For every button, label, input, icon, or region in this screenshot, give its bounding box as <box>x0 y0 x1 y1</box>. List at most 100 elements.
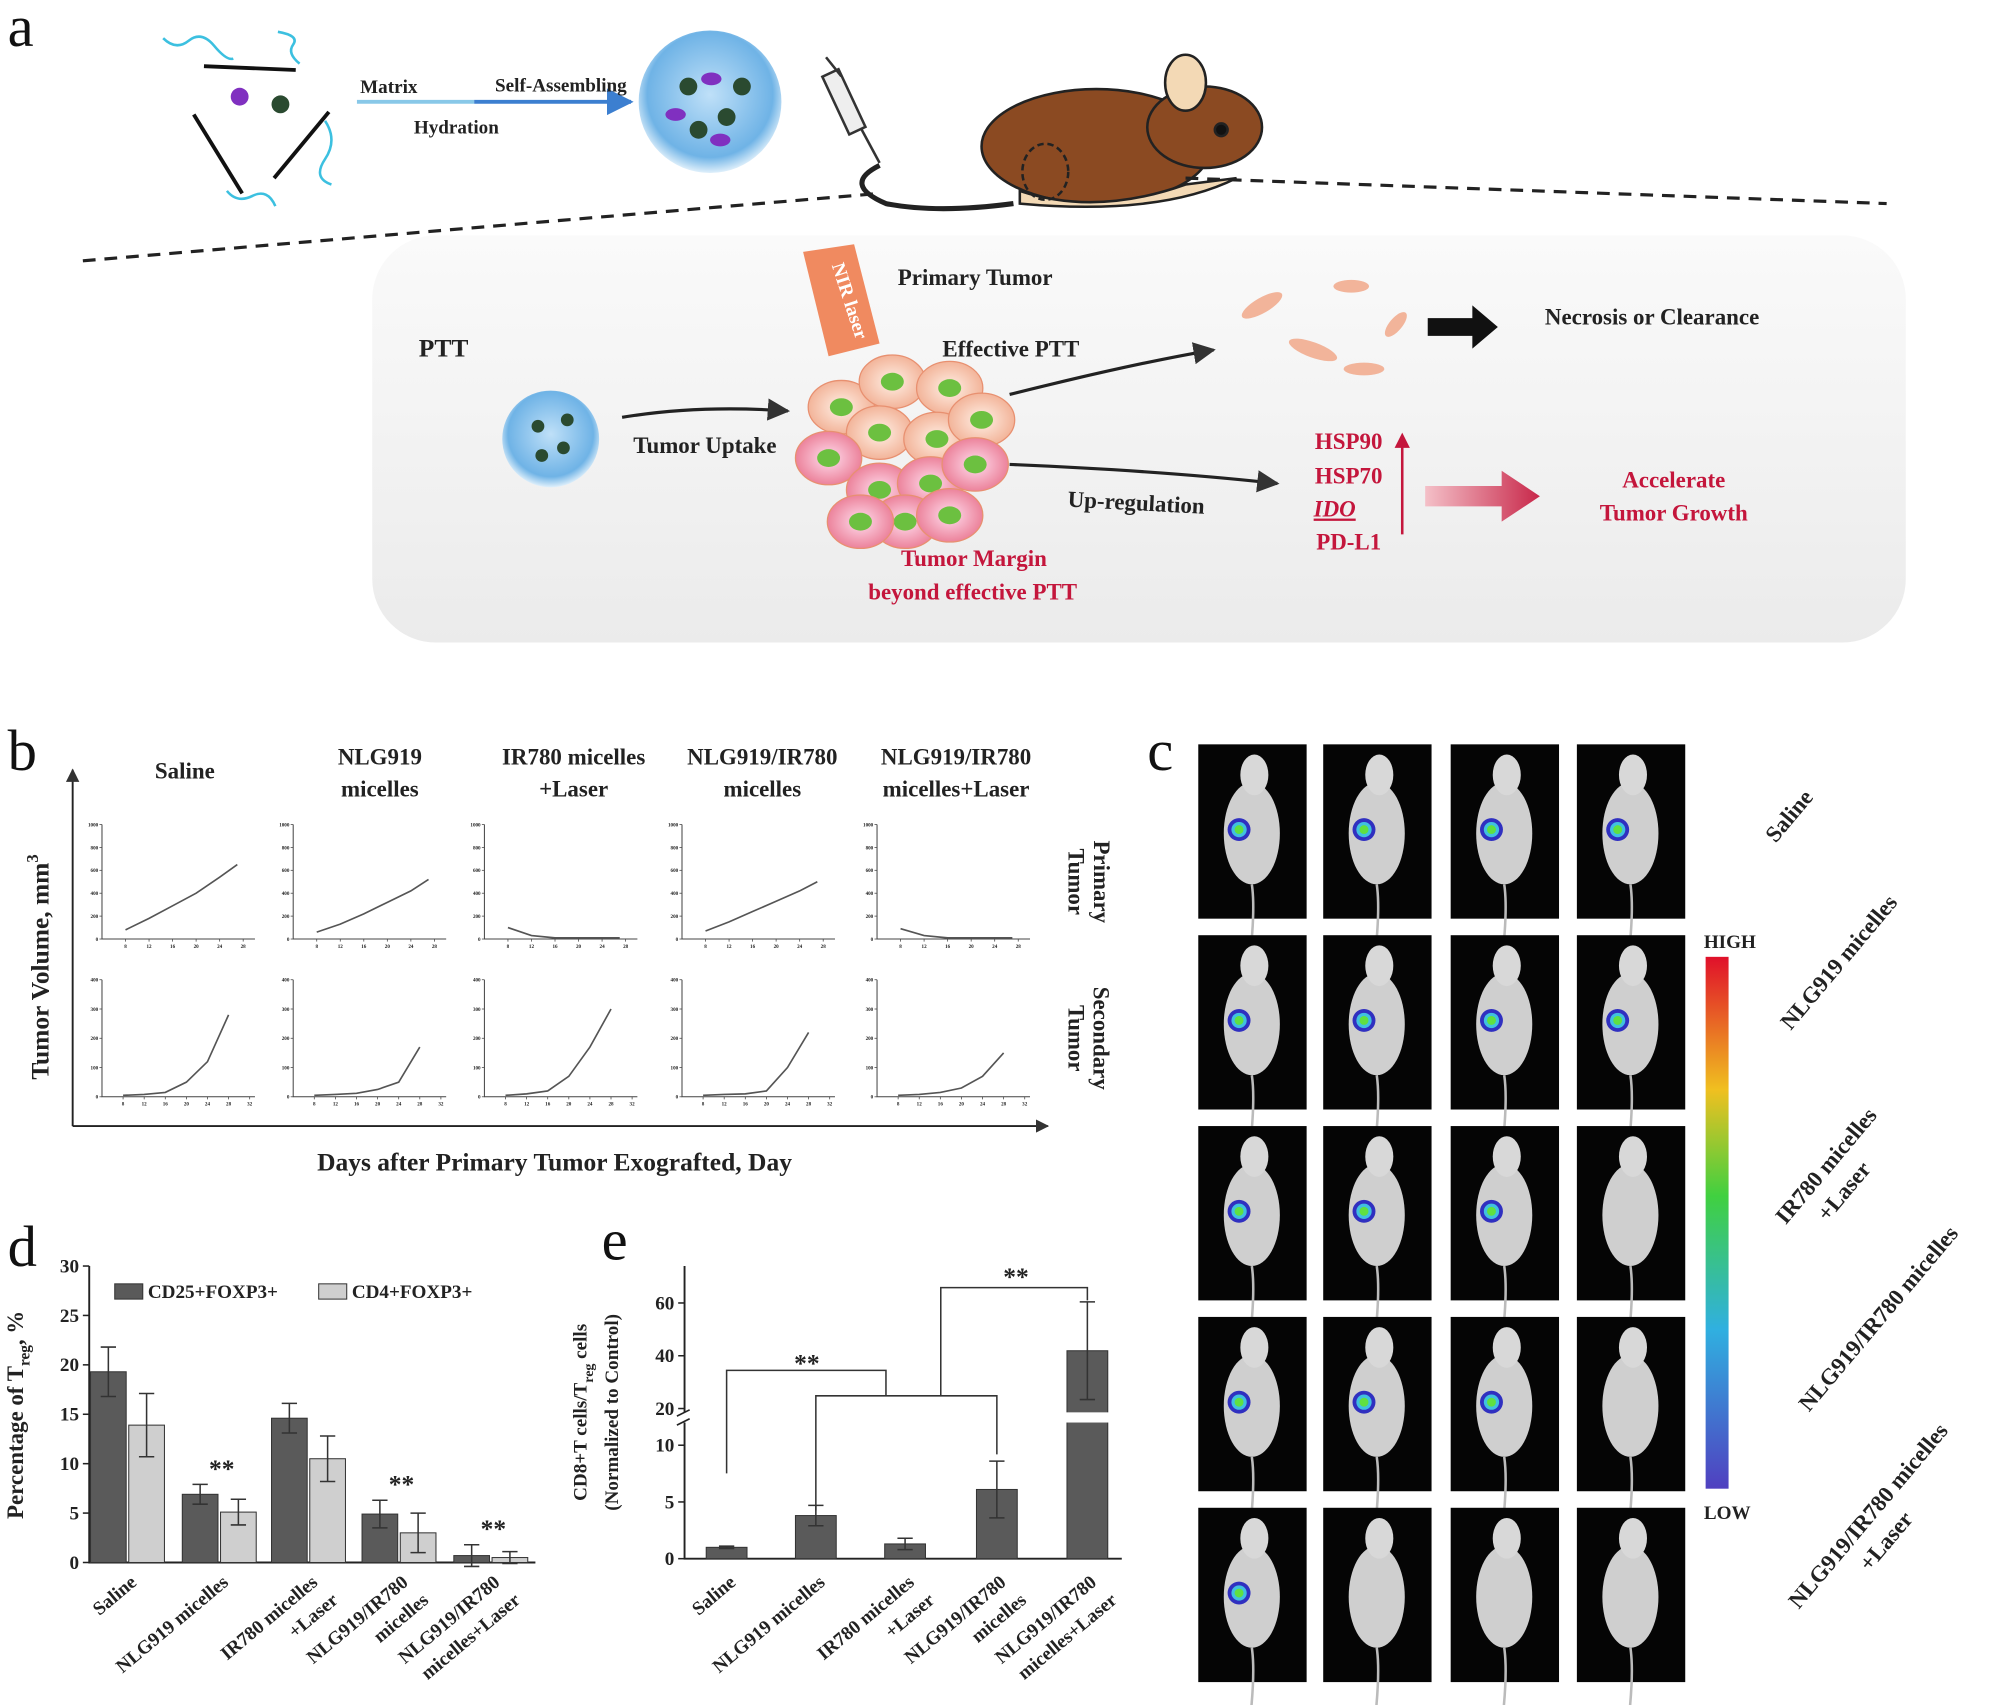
mouse-body <box>1223 1545 1280 1648</box>
x-tick-label: 8 <box>704 944 707 950</box>
x-tick-label: 24 <box>600 944 606 950</box>
group-label: Saline <box>1760 785 1818 847</box>
y-tick-label: 200 <box>91 1036 99 1042</box>
marker: HSP70 <box>1315 464 1383 489</box>
signal <box>1359 825 1369 835</box>
y-tick-label: 400 <box>91 891 99 897</box>
mouse-head <box>1240 754 1269 796</box>
growth-line <box>898 1052 1005 1097</box>
y-tick-label: 0 <box>287 937 290 943</box>
y-tick-label: 400 <box>473 891 481 897</box>
x-tick-label: 24 <box>980 1102 986 1108</box>
growth-line <box>316 878 429 933</box>
y-tick-label: 0 <box>871 1095 874 1101</box>
growth-line <box>507 926 620 939</box>
y-tick-label: 400 <box>473 978 481 984</box>
error-bar <box>989 1460 1005 1519</box>
signal <box>1234 1206 1244 1216</box>
panel-label: d <box>8 1214 37 1279</box>
y-tick-label: 400 <box>866 891 874 897</box>
y-tick-label: 0 <box>287 1095 290 1101</box>
mouse-head <box>1365 1136 1394 1177</box>
y-tick-label: 0 <box>478 1095 481 1101</box>
y-tick-label: 1000 <box>88 822 99 828</box>
y-tick-label: 10 <box>60 1454 79 1475</box>
axis <box>483 824 638 940</box>
row-label: Tumor <box>1063 1005 1088 1072</box>
axis <box>876 979 1031 1098</box>
axis <box>681 824 835 940</box>
ptt-box <box>372 235 1906 643</box>
y-tick-label: 200 <box>866 914 874 920</box>
signal <box>1613 825 1623 835</box>
axis-title-part: , % <box>3 1311 28 1345</box>
x-tick-label: 12 <box>142 1102 148 1108</box>
mouse-body <box>1476 1355 1533 1457</box>
y-tick-label: 1000 <box>668 822 679 828</box>
axis-title-part: Percentage of T <box>3 1366 28 1519</box>
mouse-tail <box>1375 1647 1380 1705</box>
signal <box>1234 1588 1244 1598</box>
y-tick-label: 200 <box>671 1036 679 1042</box>
mouse-head <box>1618 1327 1647 1368</box>
error-bar <box>100 1346 117 1398</box>
x-tick-label: Saline <box>688 1572 740 1620</box>
x-tick-label: 8 <box>897 1102 900 1108</box>
axis <box>681 979 835 1098</box>
group-title: micelles+Laser <box>883 777 1030 802</box>
y-tick-label: 200 <box>282 1036 290 1042</box>
x-tick-label: 24 <box>992 944 998 950</box>
mouse-body <box>1348 782 1405 885</box>
y-tick-label: 1000 <box>863 822 874 828</box>
nir-laser <box>803 244 880 357</box>
y-tick-label: 200 <box>866 1036 874 1042</box>
legend-label: CD25+FOXP3+ <box>148 1282 278 1303</box>
growth-line <box>125 863 238 931</box>
x-tick-label: 32 <box>438 1102 444 1108</box>
y-tick-label: 0 <box>665 1549 675 1570</box>
y-tick-label: 600 <box>473 868 481 874</box>
x-tick-label: 28 <box>623 944 629 950</box>
x-tick-label: 24 <box>205 1102 211 1108</box>
error-bar <box>502 1550 518 1565</box>
mouse-body <box>1348 1355 1405 1457</box>
marker: PD-L1 <box>1316 530 1381 555</box>
signal <box>1359 1206 1369 1216</box>
marker: IDO <box>1313 497 1356 522</box>
axis-title: (Normalized to Control) <box>602 1314 623 1511</box>
y-tick-label: 800 <box>671 845 679 851</box>
x-tick-label: 24 <box>587 1102 593 1108</box>
y-tick-label: 0 <box>478 937 481 943</box>
annotation: ** <box>794 1349 819 1378</box>
scale-label: LOW <box>1704 1503 1751 1524</box>
y-tick-label: 60 <box>655 1293 674 1314</box>
x-tick-label: 8 <box>899 944 902 950</box>
y-tick-label: 400 <box>866 978 874 984</box>
growth-line <box>505 1008 612 1097</box>
superscript: 3 <box>23 854 42 862</box>
signal <box>1359 1397 1369 1407</box>
annotation: ** <box>1003 1262 1028 1291</box>
label: Necrosis or Clearance <box>1545 304 1759 329</box>
y-tick-label: 600 <box>282 868 290 874</box>
mouse-body <box>1476 973 1533 1076</box>
mouse-body <box>1602 782 1659 885</box>
x-tick-label: 28 <box>432 944 438 950</box>
x-tick-label: 32 <box>247 1102 253 1108</box>
x-tick-label: 8 <box>124 944 127 950</box>
x-tick-label: 8 <box>315 944 318 950</box>
x-tick-label: 28 <box>1001 1102 1007 1108</box>
error-bar <box>718 1545 735 1550</box>
x-tick-label: 20 <box>184 1102 190 1108</box>
x-tick-label: 28 <box>241 944 247 950</box>
y-tick-label: 20 <box>60 1355 79 1376</box>
mouse-head <box>1365 1517 1394 1559</box>
x-tick-label: 12 <box>338 944 344 950</box>
y-tick-label: 20 <box>655 1399 674 1420</box>
x-tick-label: 20 <box>566 1102 572 1108</box>
y-tick-label: 200 <box>91 914 99 920</box>
y-tick-label: 1000 <box>279 822 290 828</box>
nucleus <box>893 512 917 531</box>
